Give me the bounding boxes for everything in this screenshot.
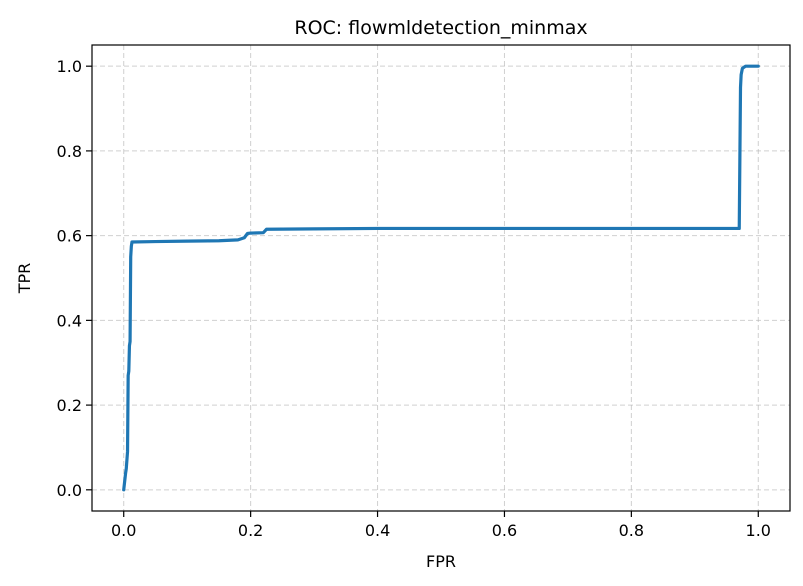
y-tick-label: 0.0: [57, 481, 82, 500]
y-tick-label: 0.8: [57, 142, 82, 161]
x-tick-label: 0.6: [492, 521, 517, 540]
x-tick-label: 1.0: [746, 521, 771, 540]
y-tick-label: 1.0: [57, 57, 82, 76]
plot-frame: [91, 44, 791, 512]
series-group: [122, 64, 760, 492]
x-axis-label: FPR: [426, 552, 456, 571]
grid: [92, 45, 790, 511]
y-tick-label: 0.6: [57, 227, 82, 246]
chart-title: ROC: flowmldetection_minmax: [294, 17, 587, 39]
y-tick-label: 0.2: [57, 396, 82, 415]
y-axis-label: TPR: [15, 263, 34, 295]
x-tick-label: 0.0: [111, 521, 136, 540]
x-axis: 0.0 0.2 0.4 0.6 0.8 1.0: [111, 511, 771, 540]
y-tick-label: 0.4: [57, 311, 82, 330]
x-tick-label: 0.4: [365, 521, 390, 540]
roc-curve-line: [122, 64, 760, 492]
x-tick-label: 0.2: [238, 521, 263, 540]
y-axis: 0.0 0.2 0.4 0.6 0.8 1.0: [57, 57, 92, 500]
x-tick-label: 0.8: [619, 521, 644, 540]
